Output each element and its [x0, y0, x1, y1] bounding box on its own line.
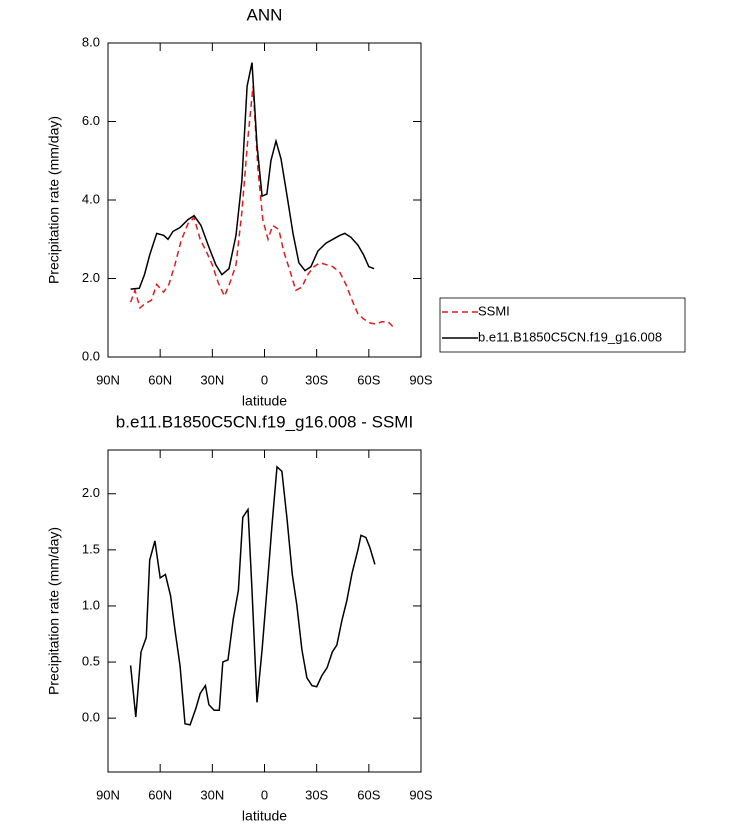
x-tick-label: 0 [261, 787, 268, 802]
y-tick-label: 1.5 [82, 541, 100, 556]
y-tick-label: 0.0 [82, 710, 100, 725]
x-tick-label: 0 [261, 372, 268, 387]
y-axis-label: Precipitation rate (mm/day) [46, 527, 62, 695]
x-tick-label: 60S [357, 787, 380, 802]
chart-title: b.e11.B1850C5CN.f19_g16.008 - SSMI [116, 412, 413, 431]
y-tick-label: 2.0 [82, 270, 100, 285]
x-tick-label: 30N [200, 787, 224, 802]
x-tick-label: 30S [305, 372, 328, 387]
x-axis-label: latitude [242, 393, 287, 409]
y-tick-label: 0.5 [82, 653, 100, 668]
legend-label: SSMI [478, 303, 510, 318]
y-tick-label: 0.0 [82, 348, 100, 363]
x-tick-label: 90S [409, 787, 432, 802]
y-tick-label: 6.0 [82, 113, 100, 128]
legend-label: b.e11.B1850C5CN.f19_g16.008 [478, 329, 662, 344]
y-tick-label: 4.0 [82, 191, 100, 206]
data-line [129, 86, 395, 329]
y-axis-label: Precipitation rate (mm/day) [46, 116, 62, 284]
y-tick-label: 2.0 [82, 485, 100, 500]
y-tick-label: 8.0 [82, 34, 100, 49]
x-tick-label: 60N [148, 787, 172, 802]
x-tick-label: 30S [305, 787, 328, 802]
x-axis-label: latitude [242, 808, 287, 824]
x-tick-label: 90N [96, 787, 120, 802]
x-tick-label: 90S [409, 372, 432, 387]
y-tick-label: 1.0 [82, 597, 100, 612]
x-tick-label: 30N [200, 372, 224, 387]
chart-title: ANN [247, 5, 283, 24]
data-line [130, 62, 375, 290]
plot-frame [107, 42, 422, 358]
data-line [129, 465, 376, 726]
x-tick-label: 60N [148, 372, 172, 387]
x-tick-label: 90N [96, 372, 120, 387]
x-tick-label: 60S [357, 372, 380, 387]
legend-box [439, 297, 686, 353]
